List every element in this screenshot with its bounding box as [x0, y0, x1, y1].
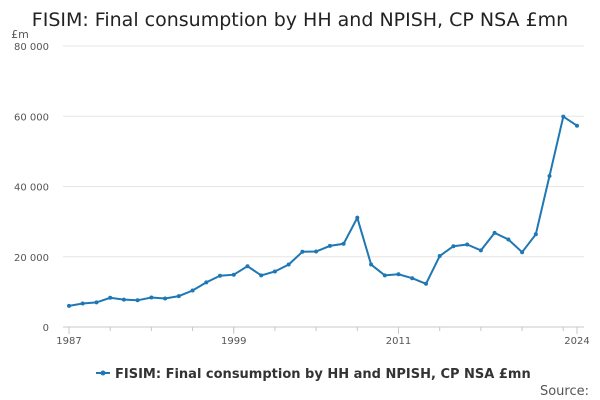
data-point[interactable] [382, 273, 387, 278]
data-point[interactable] [561, 114, 566, 119]
data-point[interactable] [135, 298, 140, 303]
data-point[interactable] [478, 248, 483, 253]
legend[interactable]: FISIM: Final consumption by HH and NPISH… [96, 367, 531, 382]
data-point[interactable] [259, 273, 264, 278]
data-point[interactable] [94, 300, 99, 305]
axes: 0 20 000 40 000 60 000 80 000 1987 1999 2011 202… [14, 42, 590, 347]
y-tick-label: 40 000 [14, 183, 49, 194]
data-point[interactable] [67, 303, 71, 308]
data-point[interactable] [80, 301, 85, 306]
data-point[interactable] [341, 241, 346, 246]
series-line [68, 114, 578, 307]
data-point[interactable] [492, 230, 497, 235]
y-tick-label: 60 000 [14, 112, 49, 123]
data-point[interactable] [520, 250, 525, 255]
series-layer [67, 114, 579, 308]
x-tick-label: 1999 [221, 336, 246, 347]
data-point[interactable] [314, 249, 319, 254]
data-point[interactable] [204, 280, 209, 285]
data-point[interactable] [465, 242, 470, 247]
x-tick-label: 2024 [564, 336, 589, 347]
y-axis-unit-label: £m [11, 28, 29, 41]
x-tick-label: 1987 [56, 336, 81, 347]
y-tick-label: 0 [43, 323, 49, 334]
data-point[interactable] [245, 264, 250, 269]
data-point[interactable] [533, 232, 538, 237]
data-point[interactable] [121, 297, 126, 302]
data-point[interactable] [424, 281, 428, 286]
data-point[interactable] [547, 174, 552, 178]
data-point[interactable] [108, 295, 113, 300]
data-point[interactable] [451, 244, 456, 249]
source-label: Source: [540, 384, 589, 399]
data-point[interactable] [149, 295, 154, 300]
x-tick-label: 2011 [386, 336, 411, 347]
data-point[interactable] [286, 262, 291, 267]
data-point[interactable] [410, 276, 415, 281]
data-point[interactable] [190, 288, 195, 293]
data-point[interactable] [218, 273, 222, 278]
data-point[interactable] [300, 249, 305, 254]
data-point[interactable] [231, 272, 236, 277]
data-point[interactable] [327, 243, 332, 248]
data-point[interactable] [506, 237, 511, 242]
data-point[interactable] [272, 269, 277, 274]
data-point[interactable] [396, 272, 401, 277]
y-tick-label: 20 000 [14, 253, 49, 264]
data-point[interactable] [437, 254, 442, 258]
data-point[interactable] [176, 294, 181, 299]
data-point[interactable] [355, 215, 360, 220]
grid-lines [63, 45, 584, 258]
data-point[interactable] [575, 123, 579, 128]
data-point[interactable] [163, 296, 168, 301]
legend-point-marker [100, 370, 106, 376]
chart-title: FISIM: Final consumption by HH and NPISH… [32, 9, 568, 31]
y-tick-label: 80 000 [14, 42, 49, 53]
data-point[interactable] [369, 262, 374, 267]
legend-label: FISIM: Final consumption by HH and NPISH… [115, 367, 531, 382]
